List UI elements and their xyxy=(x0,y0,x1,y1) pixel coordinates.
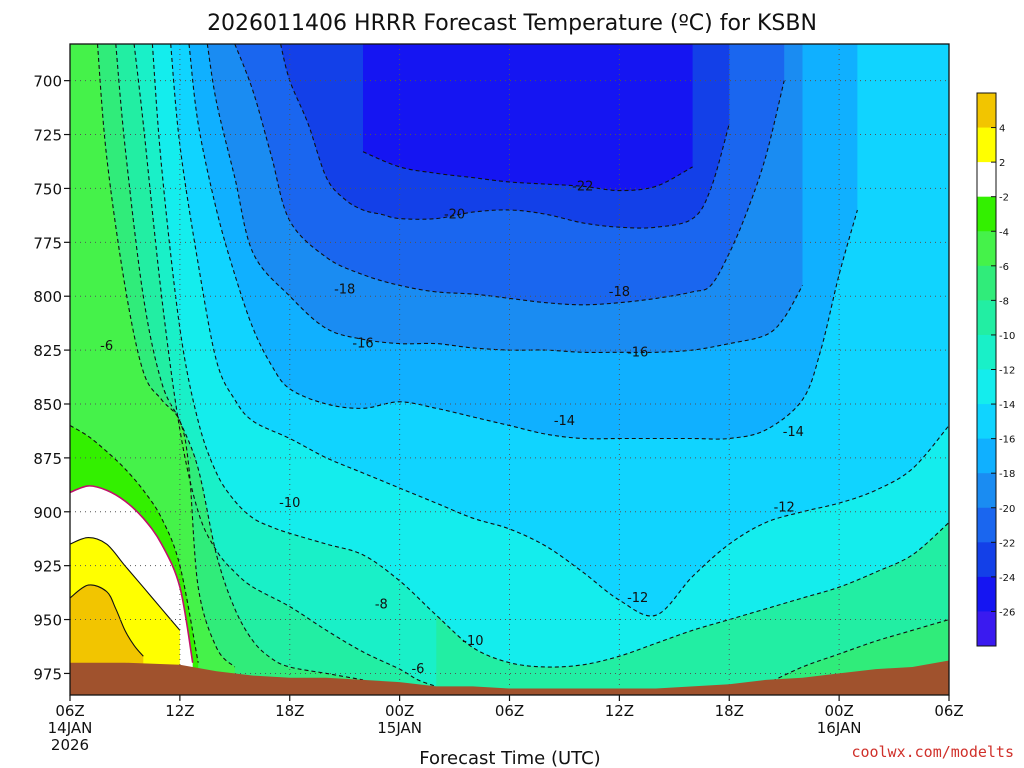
colorbar-label: -2 xyxy=(999,193,1009,204)
colorbar-label: -10 xyxy=(999,331,1015,342)
colorbar-swatch xyxy=(977,611,996,647)
colorbar: 4 2 -2 -4 -6 -8 -10 -12 -14 -16 -18 -20 -22 -24 -26 xyxy=(976,92,1015,647)
colorbar-swatch xyxy=(977,334,996,370)
colorbar-label: 4 xyxy=(999,124,1005,135)
colorbar-label: -14 xyxy=(999,400,1015,411)
y-tick-label: 750 xyxy=(33,180,62,198)
y-tick-label: 725 xyxy=(33,127,62,145)
colorbar-swatch xyxy=(977,265,996,301)
colorbar-label: -16 xyxy=(999,435,1015,446)
colorbar-label: -24 xyxy=(999,573,1015,584)
colorbar-label: -18 xyxy=(999,469,1015,480)
x-tick-label: 12Z xyxy=(165,702,194,720)
contour-label: -8 xyxy=(375,597,388,612)
x-tick-year: 2026 xyxy=(51,736,89,754)
colorbar-swatch xyxy=(977,542,996,578)
colorbar-swatch xyxy=(977,196,996,232)
contour-line xyxy=(70,425,199,663)
plot-area: -22 -20 -18 -18 -16 -16 -14 -14 -12 -12 -10 -10 -8 -6… xyxy=(70,44,949,695)
contour-label: -18 xyxy=(334,283,355,298)
colorbar-label: 2 xyxy=(999,158,1005,169)
contour-line xyxy=(96,44,236,668)
contour-label: -12 xyxy=(627,591,648,606)
colorbar-swatch xyxy=(977,507,996,543)
contour-label: -18 xyxy=(609,285,630,300)
colorbar-swatch xyxy=(977,231,996,267)
y-tick-label: 700 xyxy=(33,73,62,91)
x-tick-label: 18Z xyxy=(275,702,304,720)
contour-label: -22 xyxy=(572,179,593,194)
y-axis: 700 725 750 775 800 825 850 875 900 925 950 975 xyxy=(33,73,70,683)
chart-title: 2026011406 HRRR Forecast Temperature (ºC… xyxy=(207,11,817,36)
colorbar-swatch xyxy=(977,93,996,129)
colorbar-swatch xyxy=(977,473,996,509)
contour-line xyxy=(188,44,858,440)
contour-line xyxy=(133,44,437,687)
contour-label-layer: -22 -20 -18 -18 -16 -16 -14 -14 -12 -12 -10 -10 -8 -6… xyxy=(100,179,804,677)
grid-layer xyxy=(70,44,949,695)
x-tick-label: 00Z xyxy=(824,702,853,720)
y-tick-label: 900 xyxy=(33,504,62,522)
colorbar-swatch xyxy=(977,404,996,440)
colorbar-label: -20 xyxy=(999,504,1015,515)
y-tick-label: 975 xyxy=(33,665,62,683)
contour-line xyxy=(765,619,949,685)
colorbar-swatch xyxy=(977,438,996,474)
contour-label: -16 xyxy=(627,345,648,360)
temperature-fill-layer xyxy=(70,44,949,695)
contour-line xyxy=(206,44,803,353)
contour-label: -10 xyxy=(462,634,483,649)
contour-label: -12 xyxy=(774,500,795,515)
y-tick-label: 825 xyxy=(33,342,62,360)
colorbar-swatch xyxy=(977,127,996,163)
colorbar-swatch xyxy=(977,369,996,405)
contour-line xyxy=(234,44,785,306)
contour-label: -6 xyxy=(411,662,424,677)
contour-label: -20 xyxy=(444,207,465,222)
y-tick-label: 950 xyxy=(33,612,62,630)
x-tick-label: 06Z xyxy=(495,702,524,720)
x-tick-label: 06Z xyxy=(55,702,84,720)
contour-line xyxy=(362,151,693,192)
terrain-ground xyxy=(70,660,949,695)
colorbar-label: -22 xyxy=(999,538,1015,549)
contour-line xyxy=(70,584,144,657)
y-tick-label: 850 xyxy=(33,396,62,414)
y-tick-label: 925 xyxy=(33,558,62,576)
x-tick-label: 06Z xyxy=(934,702,963,720)
credit-text[interactable]: coolwx.com/modelts xyxy=(851,743,1014,761)
contour-label: -6 xyxy=(100,339,113,354)
y-tick-label: 775 xyxy=(33,234,62,252)
x-tick-label: 12Z xyxy=(605,702,634,720)
x-tick-date: 16JAN xyxy=(817,719,862,737)
contour-label: -14 xyxy=(554,414,575,429)
x-tick-date: 15JAN xyxy=(377,719,422,737)
colorbar-label: -8 xyxy=(999,296,1009,307)
x-tick-label: 00Z xyxy=(385,702,414,720)
x-tick-date: 14JAN xyxy=(48,719,93,737)
contour-label: -16 xyxy=(352,337,373,352)
colorbar-label: -26 xyxy=(999,607,1015,618)
colorbar-label: -12 xyxy=(999,366,1015,377)
x-axis-label: Forecast Time (UTC) xyxy=(419,748,600,768)
contour-line xyxy=(70,485,194,663)
fill-region xyxy=(363,44,693,191)
contour-line xyxy=(115,44,364,681)
colorbar-swatch xyxy=(977,162,996,198)
contour-line xyxy=(70,537,181,631)
y-tick-label: 800 xyxy=(33,288,62,306)
contour-label: -10 xyxy=(279,496,300,511)
colorbar-swatch xyxy=(977,576,996,612)
y-tick-label: 875 xyxy=(33,450,62,468)
x-tick-label: 18Z xyxy=(715,702,744,720)
colorbar-label: -6 xyxy=(999,262,1009,273)
colorbar-label: -4 xyxy=(999,227,1009,238)
contour-label: -14 xyxy=(783,425,804,440)
colorbar-swatch xyxy=(977,300,996,336)
